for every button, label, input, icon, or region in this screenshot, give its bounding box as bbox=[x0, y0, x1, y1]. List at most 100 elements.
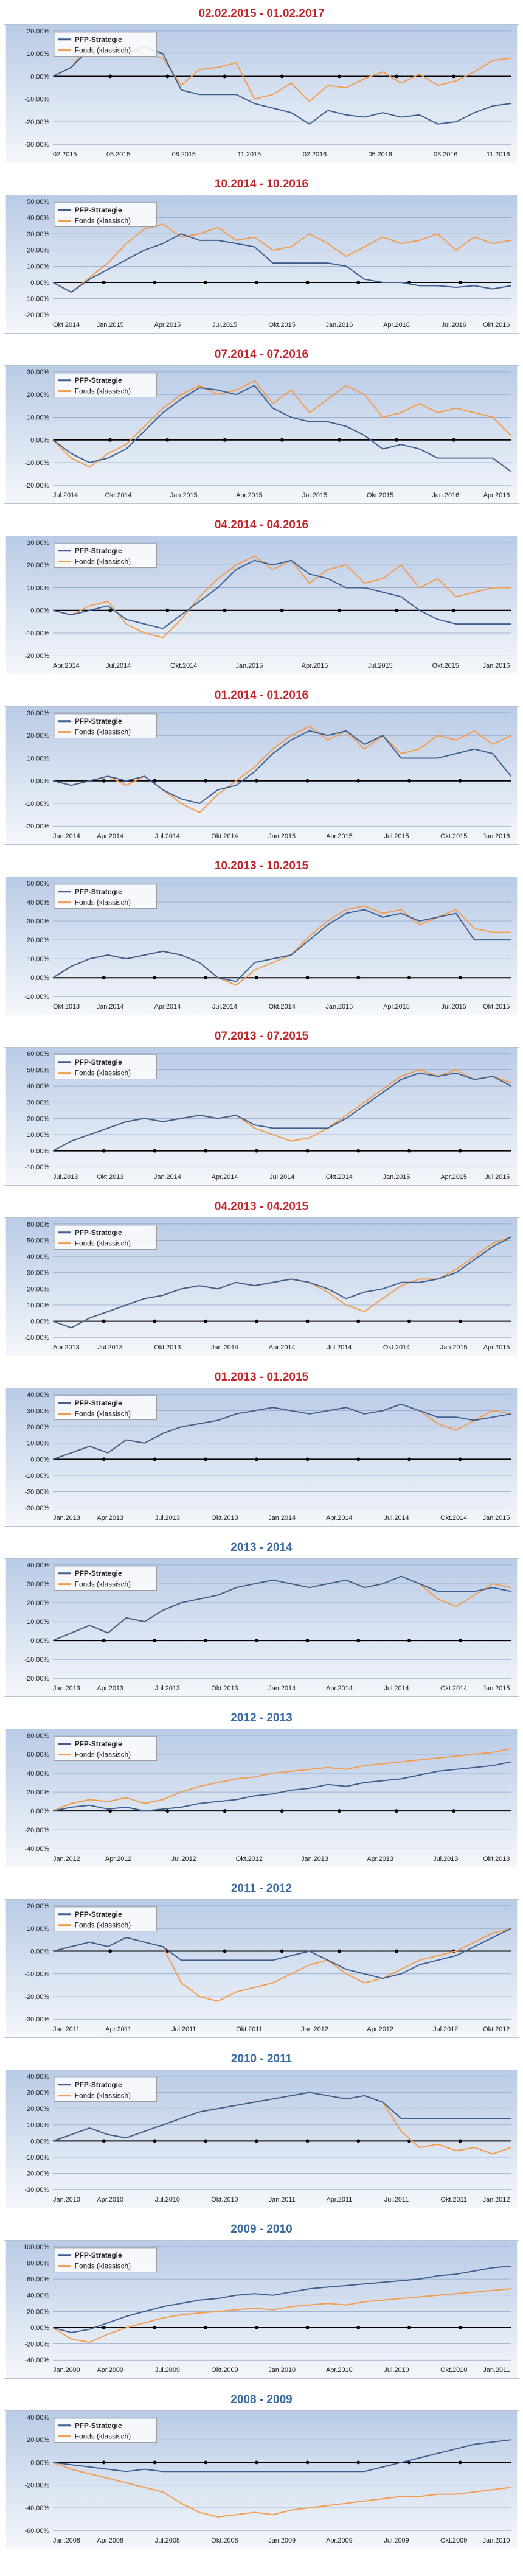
legend-box bbox=[54, 1054, 158, 1080]
y-tick-label: 0,00% bbox=[30, 975, 49, 982]
chart-title: 2010 - 2011 bbox=[230, 2053, 293, 2065]
series-line-fund bbox=[52, 1748, 511, 1812]
axis-marker bbox=[395, 1949, 399, 1953]
line-chart: 50,00% 40,00% 30,00% 20,00% 10,00% 0,00% -10,0… bbox=[5, 877, 518, 1015]
y-tick-label: 20,00% bbox=[27, 391, 49, 399]
x-tick-label: Jan.2014 bbox=[53, 833, 80, 840]
y-tick-label: -10,00% bbox=[25, 96, 50, 103]
axis-marker bbox=[407, 1639, 411, 1643]
legend: PFP-Strategie Fonds (klassisch) bbox=[54, 713, 158, 739]
y-tick-label: 80,00% bbox=[27, 2259, 49, 2267]
series-line-strategy bbox=[52, 385, 511, 472]
legend-label-strategy: PFP-Strategie bbox=[75, 2421, 122, 2430]
legend: PFP-Strategie Fonds (klassisch) bbox=[54, 1395, 158, 1421]
x-tick-label: Jan.2011 bbox=[53, 2026, 80, 2033]
x-tick-label: Apr.2011 bbox=[105, 2026, 131, 2033]
chart-area: 100,00% 80,00% 60,00% 40,00% 20,00% 0,00% -20,… bbox=[4, 2240, 519, 2379]
series-line-strategy bbox=[52, 1236, 511, 1329]
legend-label-strategy: PFP-Strategie bbox=[75, 887, 122, 896]
chart-title: 10.2014 - 10.2016 bbox=[214, 178, 309, 191]
line-chart: 20,00%10,00%0,00%-10,00%-20,00%-30,00%02… bbox=[5, 25, 518, 163]
x-tick-label: Okt.2013 bbox=[211, 1514, 238, 1522]
legend: PFP-Strategie Fonds (klassisch) bbox=[54, 1906, 158, 1932]
axis-marker bbox=[108, 74, 113, 79]
x-tick-label: Okt.2012 bbox=[236, 1855, 263, 1863]
y-tick-label: 60,00% bbox=[27, 1221, 49, 1228]
x-tick-label: Okt.2014 bbox=[211, 833, 238, 840]
axis-marker bbox=[407, 1149, 411, 1153]
axis-marker bbox=[305, 2326, 310, 2329]
legend-box bbox=[54, 543, 158, 569]
x-tick-label: Okt.2013 bbox=[483, 1855, 510, 1863]
x-tick-label: Jul.2009 bbox=[384, 2537, 409, 2544]
axis-marker bbox=[108, 608, 113, 612]
legend-box bbox=[54, 1225, 158, 1250]
x-tick-label: Okt.2009 bbox=[440, 2537, 467, 2544]
y-tick-label: 30,00% bbox=[27, 231, 49, 238]
axis-marker bbox=[165, 74, 170, 79]
y-tick-label: 20,00% bbox=[27, 2308, 49, 2315]
x-tick-label: Apr.2013 bbox=[53, 1344, 80, 1351]
x-tick-label: Okt.2014 bbox=[326, 1174, 353, 1181]
x-tick-label: Jan.2010 bbox=[483, 2537, 510, 2544]
x-tick-label: Apr.2009 bbox=[97, 2367, 123, 2374]
y-tick-label: 10,00% bbox=[27, 1302, 49, 1309]
y-tick-label: 60,00% bbox=[27, 1051, 49, 1058]
y-tick-label: 0,00% bbox=[30, 1318, 49, 1326]
y-tick-label: 0,00% bbox=[30, 2138, 49, 2145]
x-tick-label: Jan.2015 bbox=[483, 1685, 510, 1692]
x-tick-label: Okt.2014 bbox=[383, 1344, 410, 1351]
x-tick-label: Jul.2011 bbox=[171, 2026, 196, 2033]
legend-label-strategy: PFP-Strategie bbox=[75, 206, 122, 214]
axis-marker bbox=[254, 1319, 258, 1323]
series-line-fund bbox=[52, 726, 511, 813]
x-tick-label: Jul.2012 bbox=[171, 1855, 196, 1863]
chart-area: 30,00% 20,00% 10,00% 0,00% -10,00% -20,00% Jul… bbox=[4, 365, 519, 504]
series-line-strategy bbox=[52, 1403, 511, 1460]
x-tick-label: Okt.2010 bbox=[440, 2367, 467, 2374]
legend-label-fund: Fonds (klassisch) bbox=[75, 728, 131, 737]
chart-area: 40,00% 30,00% 20,00% 10,00% 0,00% -10,00% -20,… bbox=[4, 1388, 519, 1527]
x-tick-label: Jan.2011 bbox=[483, 2367, 510, 2374]
y-tick-label: 20,00% bbox=[27, 732, 49, 740]
x-tick-label: Jul.2014 bbox=[384, 1514, 409, 1522]
x-tick-label: Jan.2015 bbox=[383, 1174, 410, 1181]
x-tick-label: Apr.2013 bbox=[367, 1855, 393, 1863]
y-tick-label: 0,00% bbox=[30, 2459, 49, 2466]
legend-box bbox=[54, 1736, 158, 1762]
chart-title: 10.2013 - 10.2015 bbox=[214, 859, 309, 872]
x-tick-label: Apr.2014 bbox=[326, 1685, 353, 1692]
axis-marker bbox=[337, 438, 341, 442]
y-tick-label: 50,00% bbox=[27, 880, 49, 887]
chart-area: 50,00% 40,00% 30,00% 20,00% 10,00% 0,00% -10,0… bbox=[4, 877, 519, 1015]
axis-marker bbox=[458, 976, 462, 980]
x-tick-label: Okt.2012 bbox=[483, 2026, 510, 2033]
axis-marker bbox=[458, 1457, 462, 1461]
y-tick-label: -30,00% bbox=[25, 141, 50, 149]
y-tick-label: -20,00% bbox=[25, 312, 50, 319]
line-chart: 100,00% 80,00% 60,00% 40,00% 20,00% 0,00% -20,… bbox=[5, 2241, 518, 2378]
x-tick-label: Jan.2015 bbox=[268, 833, 296, 840]
chart-area: 20,00% 10,00% 0,00% -10,00% -20,00% -30,00% Ja… bbox=[4, 1899, 519, 2038]
y-tick-label: 20,00% bbox=[27, 562, 49, 569]
x-tick-label: Okt.2013 bbox=[211, 1685, 238, 1692]
series-line-strategy bbox=[52, 1575, 511, 1642]
x-tick-label: Jan.2015 bbox=[325, 1003, 353, 1010]
x-tick-label: Apr.2015 bbox=[383, 1003, 410, 1010]
y-tick-label: 0,00% bbox=[30, 1808, 49, 1815]
chart-panel: 01.2014 - 01.2016 30,00% 20,00% 10,00% 0,00%… bbox=[4, 684, 519, 845]
x-tick-label: Jan.2014 bbox=[154, 1174, 181, 1181]
line-chart: 40,00% 30,00% 20,00% 10,00% 0,00% -10,00% -20,… bbox=[5, 2070, 518, 2208]
axis-marker bbox=[165, 438, 170, 442]
legend-label-fund: Fonds (klassisch) bbox=[75, 2091, 131, 2100]
legend-label-fund: Fonds (klassisch) bbox=[75, 2432, 131, 2441]
legend-label-fund: Fonds (klassisch) bbox=[75, 898, 131, 907]
legend-box bbox=[54, 884, 158, 909]
axis-marker bbox=[407, 1457, 411, 1461]
axis-marker bbox=[102, 779, 106, 783]
y-tick-label: -20,00% bbox=[25, 119, 50, 126]
axis-marker bbox=[223, 1949, 227, 1953]
y-tick-label: 0,00% bbox=[30, 1637, 49, 1645]
x-tick-label: Apr.2014 bbox=[97, 833, 123, 840]
legend: PFP-Strategie Fonds (klassisch) bbox=[54, 2418, 158, 2443]
